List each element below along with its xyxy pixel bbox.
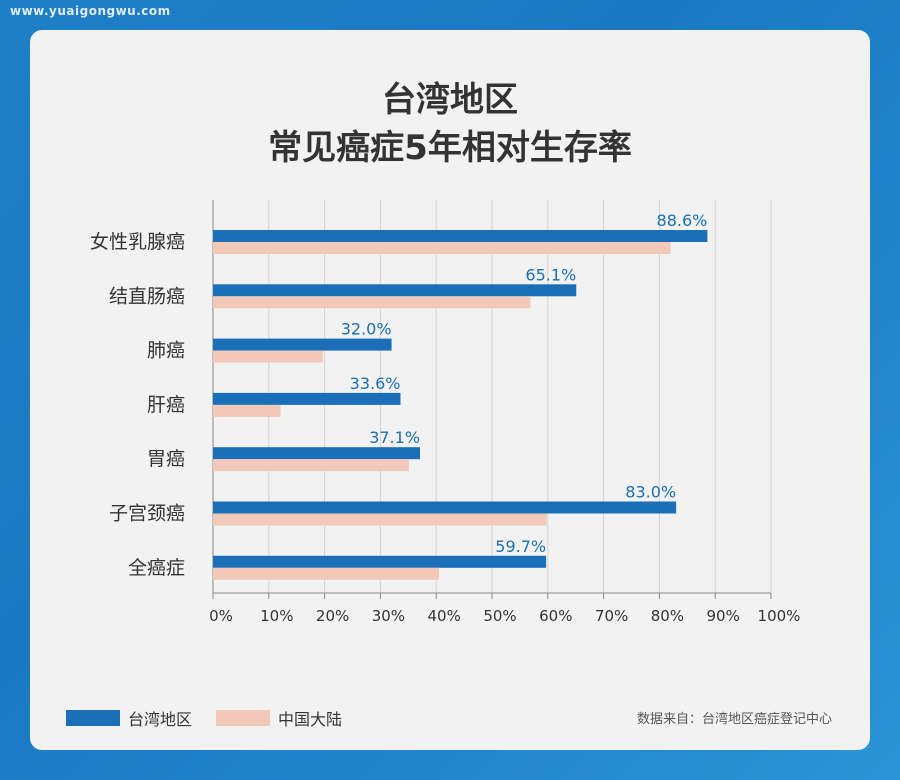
value-label: 65.1% — [525, 265, 576, 284]
x-tick-label: 0% — [209, 607, 233, 625]
legend-label-taiwan: 台湾地区 — [128, 710, 193, 729]
x-tick-label: 20% — [316, 607, 349, 625]
legend-label-mainland: 中国大陆 — [278, 710, 343, 729]
chart-title-line2: 常见癌症5年相对生存率 — [268, 128, 632, 168]
value-label: 32.0% — [341, 320, 392, 339]
x-tick-label: 90% — [707, 607, 740, 625]
category-label: 肝癌 — [147, 394, 185, 416]
legend-swatch-mainland — [216, 710, 270, 726]
bar-mainland — [213, 567, 439, 580]
category-label: 女性乳腺癌 — [90, 231, 185, 253]
bar-mainland — [213, 296, 531, 309]
value-label: 83.0% — [625, 483, 676, 502]
legend-item-mainland: 中国大陆 — [216, 706, 342, 730]
legend-item-taiwan: 台湾地区 — [66, 706, 192, 730]
x-tick-label: 10% — [260, 607, 293, 625]
chart-title-line1: 台湾地区 — [382, 80, 518, 120]
bar-mainland — [213, 513, 547, 526]
legend-swatch-taiwan — [66, 710, 120, 726]
category-label: 全癌症 — [128, 557, 185, 579]
bar-mainland — [213, 459, 409, 472]
bar-taiwan — [213, 338, 392, 351]
bar-taiwan — [213, 392, 401, 405]
bar-chart: 0% 10% 20% 30% 40% 50% 60% 70% 80% 90% 100% 女性乳腺癌 88… — [90, 200, 801, 625]
value-label: 88.6% — [657, 211, 708, 230]
bar-taiwan — [213, 447, 421, 460]
category-label: 胃癌 — [147, 448, 185, 470]
bar-mainland — [213, 242, 671, 254]
bar-taiwan — [213, 501, 677, 514]
category-label: 结直肠癌 — [109, 285, 185, 307]
category-label: 子宫颈癌 — [109, 503, 185, 525]
x-tick-label: 40% — [428, 607, 461, 625]
chart-card: 台湾地区 常见癌症5年相对生存率 0% 10% 20% 30% 40% 50% 60% 70%… — [30, 30, 870, 750]
x-tick-label: 70% — [595, 607, 628, 625]
bar-taiwan — [213, 555, 547, 568]
bar-mainland — [213, 350, 323, 363]
x-tick-label: 60% — [539, 607, 572, 625]
bar-taiwan — [213, 284, 577, 297]
x-tick-label: 30% — [372, 607, 405, 625]
x-tick-label: 100% — [758, 607, 801, 625]
x-tick-label: 50% — [483, 607, 516, 625]
bar-mainland — [213, 404, 281, 417]
watermark: www.yuaigongwu.com — [10, 4, 171, 18]
value-label: 33.6% — [350, 374, 401, 393]
x-tick-label: 80% — [651, 607, 684, 625]
source-note: 数据来自：台湾地区癌症登记中心 — [636, 712, 832, 727]
category-label: 肺癌 — [147, 340, 185, 362]
value-label: 59.7% — [495, 537, 546, 556]
value-label: 37.1% — [369, 428, 420, 447]
bar-taiwan — [213, 230, 708, 242]
